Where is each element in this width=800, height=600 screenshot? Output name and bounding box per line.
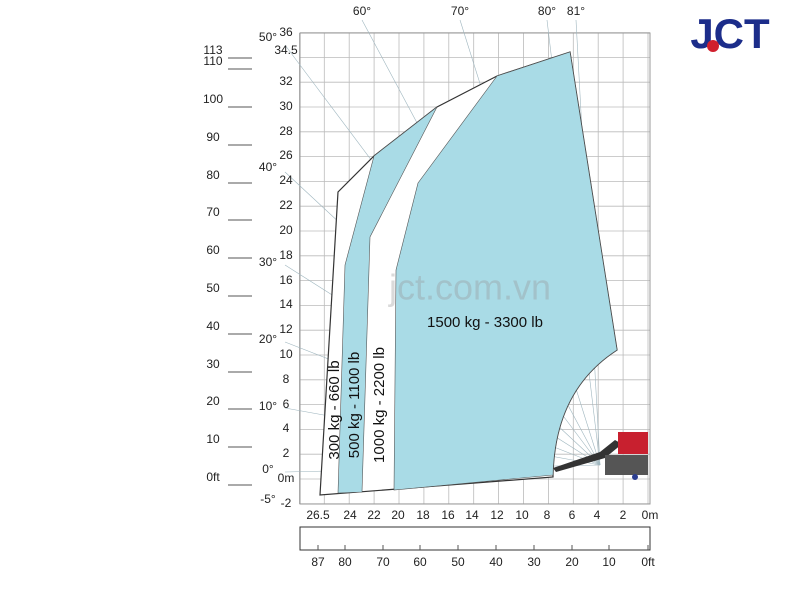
angle-label: 0° xyxy=(262,462,274,476)
angle-label: 60° xyxy=(353,4,371,18)
feet-ruler xyxy=(299,526,651,551)
height-m-label: 4 xyxy=(283,421,290,435)
angle-label: 80° xyxy=(538,4,556,18)
angle-label: -5° xyxy=(260,492,276,506)
height-m-label: 20 xyxy=(279,223,293,237)
grid-frame xyxy=(299,32,651,505)
reach-m-label: 16 xyxy=(441,508,455,522)
height-m-label: 36 xyxy=(279,25,293,39)
reach-m-label: 2 xyxy=(620,508,627,522)
reach-ft-label: 87 xyxy=(311,555,325,569)
zone-500 xyxy=(337,106,438,494)
height-ft-label: 90 xyxy=(206,130,220,144)
height-m-label: 22 xyxy=(279,198,293,212)
height-m-label: 14 xyxy=(279,297,293,311)
reach-m-label: 18 xyxy=(416,508,430,522)
reach-m-label: 8 xyxy=(544,508,551,522)
reach-m-label: 22 xyxy=(367,508,381,522)
height-ft-label: 20 xyxy=(206,394,220,408)
reach-m-label: 6 xyxy=(569,508,576,522)
zone-label: 300 kg - 660 lb xyxy=(326,360,343,459)
angle-label: 20° xyxy=(259,332,277,346)
reach-m-label: 20 xyxy=(391,508,405,522)
height-ft-label: 0ft xyxy=(206,470,220,484)
reach-ft-label: 0ft xyxy=(641,555,655,569)
height-ft-label: 113 xyxy=(203,43,222,57)
angle-label: 10° xyxy=(259,399,277,413)
reach-ft-label: 40 xyxy=(489,555,503,569)
zone-label: 1000 kg - 2200 lb xyxy=(371,347,388,463)
zone-1500 xyxy=(393,51,618,491)
height-ft-label: 80 xyxy=(206,168,220,182)
reach-ft-label: 20 xyxy=(565,555,579,569)
height-ft-label: 40 xyxy=(206,319,220,333)
reach-ft-label: 60 xyxy=(413,555,427,569)
reach-m-label: 0m xyxy=(642,508,659,522)
logo-dot xyxy=(707,40,719,52)
reach-ft-label: 10 xyxy=(602,555,616,569)
logo: JCT xyxy=(690,10,770,57)
height-m-label: 18 xyxy=(279,248,293,262)
height-ft-label: 70 xyxy=(206,205,220,219)
height-m-label: 30 xyxy=(279,99,293,113)
height-m-label: 26 xyxy=(279,148,293,162)
reach-m-label: 12 xyxy=(490,508,504,522)
height-ft-label: 10 xyxy=(206,432,220,446)
angle-label: 81° xyxy=(567,4,585,18)
reach-m-label: 4 xyxy=(594,508,601,522)
angle-label: 50° xyxy=(259,30,277,44)
reach-ft-label: 30 xyxy=(527,555,541,569)
height-m-label: -2 xyxy=(281,496,292,510)
height-m-label: 16 xyxy=(279,273,293,287)
height-m-label: 0m xyxy=(278,471,295,485)
height-m-label: 32 xyxy=(279,74,293,88)
height-m-label: 24 xyxy=(279,173,293,187)
reach-ft-label: 80 xyxy=(338,555,352,569)
zone-label: 1500 kg - 3300 lb xyxy=(427,314,543,331)
height-m-label: 28 xyxy=(279,124,293,138)
height-ft-label: 30 xyxy=(206,357,220,371)
height-m-label: 8 xyxy=(283,372,290,386)
zone-label: 500 kg - 1100 lb xyxy=(346,352,363,458)
reach-m-label: 26.5 xyxy=(306,508,330,522)
height-m-label: 6 xyxy=(283,397,290,411)
height-m-label: 10 xyxy=(279,347,293,361)
height-m-label: 12 xyxy=(279,322,293,336)
reach-ft-label: 70 xyxy=(376,555,390,569)
reach-ft-label: 50 xyxy=(451,555,465,569)
height-ft-label: 100 xyxy=(203,92,223,106)
reach-m-label: 24 xyxy=(343,508,357,522)
height-m-label: 2 xyxy=(283,446,290,460)
height-m-label: 34.5 xyxy=(274,43,298,57)
reach-m-label: 10 xyxy=(515,508,529,522)
height-ft-label: 110 xyxy=(203,54,222,68)
height-ft-label: 50 xyxy=(206,281,220,295)
watermark: jct.com.vn xyxy=(388,267,551,308)
angle-label: 70° xyxy=(451,4,469,18)
reach-m-label: 14 xyxy=(465,508,479,522)
angle-label: 40° xyxy=(259,160,277,174)
height-ft-label: 60 xyxy=(206,243,220,257)
telehandler xyxy=(553,432,648,480)
angle-label: 30° xyxy=(259,255,277,269)
